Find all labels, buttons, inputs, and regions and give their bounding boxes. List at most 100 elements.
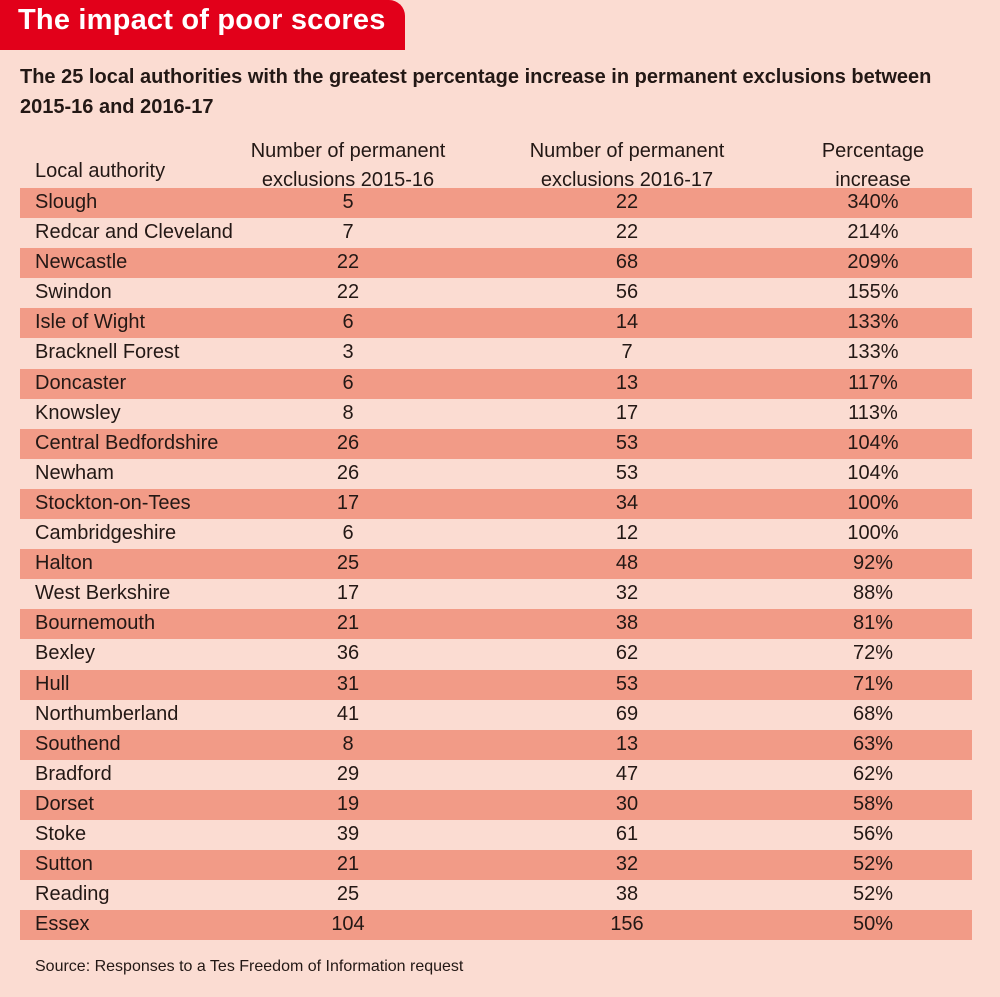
- table-row: Slough 5 22 340%: [20, 188, 972, 219]
- table-row: Bexley 36 62 72%: [20, 639, 972, 669]
- cell-exclusions-2015-16: 41: [336, 702, 360, 725]
- cell-local-authority: Stockton-on-Tees: [35, 491, 191, 514]
- cell-percentage-increase: 104%: [847, 461, 899, 484]
- cell-percentage-increase: 214%: [847, 221, 899, 244]
- subtitle: The 25 local authorities with the greate…: [20, 66, 932, 118]
- cell-percentage-increase: 72%: [852, 642, 894, 665]
- table-row: Reading 25 38 52%: [20, 880, 972, 910]
- header-local-authority: Local authority: [35, 160, 166, 182]
- cell-exclusions-2016-17: 22: [615, 191, 639, 213]
- table-row: Halton 25 48 92%: [20, 549, 972, 580]
- cell-local-authority: Newham: [35, 461, 114, 484]
- cell-local-authority: Newcastle: [35, 251, 128, 274]
- header-line: exclusions 2015-16: [261, 169, 435, 191]
- cell-exclusions-2016-17: 53: [615, 461, 639, 484]
- cell-percentage-increase: 117%: [848, 371, 898, 394]
- header-exclusions-2015-16: Number of permanent exclusions 2015-16: [218, 137, 478, 195]
- cell-exclusions-2015-16: 19: [336, 792, 360, 815]
- cell-percentage-increase: 113%: [848, 401, 898, 424]
- cell-exclusions-2015-16: 25: [336, 883, 360, 906]
- cell-exclusions-2016-17: 13: [615, 732, 639, 755]
- table-row: Isle of Wight 6 14 133%: [20, 308, 972, 339]
- cell-exclusions-2016-17: 38: [615, 612, 639, 635]
- cell-percentage-increase: 62%: [852, 762, 894, 785]
- cell-exclusions-2015-16: 7: [342, 221, 354, 244]
- table-row: Bradford 29 47 62%: [20, 760, 972, 790]
- cell-exclusions-2015-16: 29: [336, 762, 360, 785]
- cell-percentage-increase: 92%: [852, 552, 894, 575]
- cell-exclusions-2016-17: 17: [615, 401, 639, 424]
- cell-exclusions-2015-16: 17: [336, 491, 360, 514]
- cell-exclusions-2015-16: 8: [342, 732, 354, 755]
- table-row: Essex 104 156 50%: [20, 910, 972, 941]
- cell-percentage-increase: 155%: [847, 281, 899, 304]
- table-row: Stockton-on-Tees 17 34 100%: [20, 488, 972, 520]
- source-note: Source: Responses to a Tes Freedom of In…: [35, 958, 464, 975]
- table-row: Bournemouth 21 38 81%: [20, 609, 972, 640]
- cell-local-authority: Bexley: [35, 642, 96, 665]
- cell-exclusions-2016-17: 53: [615, 431, 639, 454]
- cell-percentage-increase: 100%: [847, 491, 899, 514]
- table-row: Doncaster 6 13 117%: [20, 368, 972, 399]
- cell-percentage-increase: 58%: [852, 792, 894, 815]
- cell-exclusions-2016-17: 32: [615, 853, 639, 876]
- table-row: Southend 8 13 63%: [20, 729, 972, 760]
- cell-percentage-increase: 52%: [852, 883, 894, 906]
- cell-local-authority: Slough: [35, 191, 98, 213]
- cell-local-authority: Bradford: [35, 762, 112, 785]
- cell-exclusions-2015-16: 31: [336, 672, 360, 695]
- cell-local-authority: Redcar and Cleveland: [35, 221, 233, 244]
- cell-exclusions-2015-16: 104: [331, 913, 365, 936]
- cell-exclusions-2015-16: 22: [336, 251, 360, 274]
- cell-percentage-increase: 50%: [852, 913, 894, 936]
- cell-exclusions-2015-16: 6: [342, 371, 354, 394]
- cell-local-authority: Reading: [35, 883, 110, 906]
- cell-exclusions-2016-17: 32: [615, 582, 639, 605]
- header-line: Percentage: [821, 140, 925, 162]
- cell-percentage-increase: 63%: [852, 732, 894, 755]
- cell-exclusions-2015-16: 6: [342, 311, 354, 334]
- table-row: Redcar and Cleveland 7 22 214%: [20, 218, 972, 248]
- cell-percentage-increase: 88%: [852, 582, 894, 605]
- cell-local-authority: Doncaster: [35, 371, 127, 394]
- cell-exclusions-2016-17: 69: [615, 702, 639, 725]
- cell-exclusions-2016-17: 38: [615, 883, 639, 906]
- cell-local-authority: Isle of Wight: [35, 311, 146, 334]
- cell-exclusions-2015-16: 25: [336, 552, 360, 575]
- table-row: Bracknell Forest 3 7 133%: [20, 338, 972, 368]
- cell-exclusions-2015-16: 6: [342, 522, 354, 545]
- table-row: Swindon 22 56 155%: [20, 278, 972, 308]
- cell-local-authority: Swindon: [35, 281, 112, 304]
- cell-local-authority: Bracknell Forest: [35, 341, 180, 364]
- title-bar: The impact of poor scores: [0, 0, 405, 50]
- cell-percentage-increase: 52%: [852, 853, 894, 876]
- cell-percentage-increase: 340%: [847, 191, 899, 213]
- cell-exclusions-2015-16: 5: [342, 191, 354, 213]
- table-row: Newcastle 22 68 209%: [20, 248, 972, 279]
- cell-percentage-increase: 133%: [847, 341, 899, 364]
- cell-exclusions-2016-17: 12: [615, 522, 639, 545]
- table-row: Central Bedfordshire 26 53 104%: [20, 428, 972, 459]
- cell-exclusions-2016-17: 56: [615, 281, 639, 304]
- cell-local-authority: Halton: [35, 552, 93, 575]
- cell-local-authority: Southend: [35, 732, 121, 755]
- cell-exclusions-2016-17: 156: [610, 913, 644, 936]
- cell-local-authority: Sutton: [35, 853, 93, 876]
- cell-exclusions-2016-17: 14: [615, 311, 639, 334]
- cell-percentage-increase: 104%: [847, 431, 899, 454]
- cell-exclusions-2016-17: 13: [615, 371, 639, 394]
- cell-exclusions-2015-16: 26: [336, 461, 360, 484]
- cell-exclusions-2015-16: 22: [336, 281, 360, 304]
- cell-exclusions-2015-16: 21: [336, 612, 360, 635]
- cell-exclusions-2016-17: 62: [615, 642, 639, 665]
- cell-local-authority: West Berkshire: [35, 582, 171, 605]
- header-percentage-increase: Percentage increase: [773, 137, 973, 195]
- table-row: Newham 26 53 104%: [20, 459, 972, 489]
- header-exclusions-2016-17: Number of permanent exclusions 2016-17: [497, 137, 757, 195]
- table-row: Cambridgeshire 6 12 100%: [20, 519, 972, 549]
- cell-percentage-increase: 56%: [852, 822, 894, 845]
- table-row: Dorset 19 30 58%: [20, 789, 972, 820]
- table-body: Slough 5 22 340% Redcar and Cleveland 7 22 214%…: [20, 188, 972, 941]
- cell-percentage-increase: 209%: [847, 251, 899, 274]
- cell-exclusions-2016-17: 30: [615, 792, 639, 815]
